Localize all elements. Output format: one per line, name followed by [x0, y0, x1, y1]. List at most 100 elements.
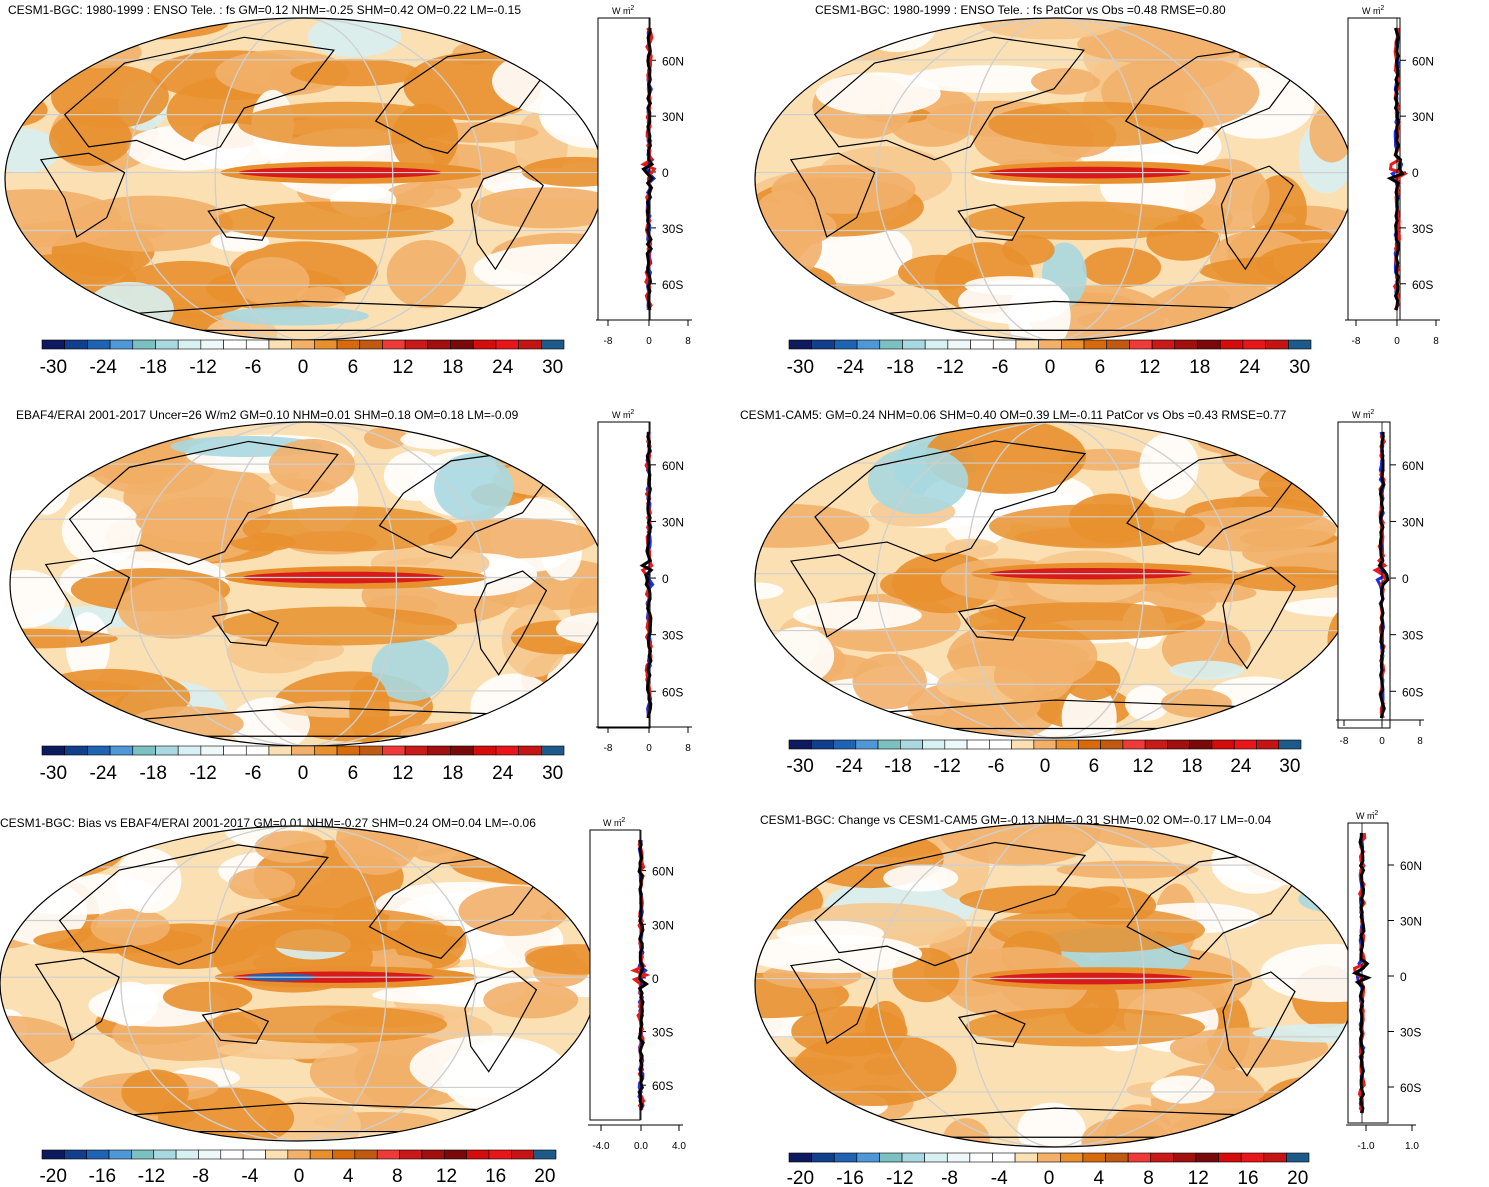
- colorbar-swatch: [495, 745, 519, 756]
- map-blob: [1031, 68, 1101, 95]
- map-blob: [537, 830, 582, 868]
- colorbar-tick-label: -6: [988, 756, 1005, 777]
- colorbar-swatch: [41, 745, 65, 756]
- colorbar-swatch: [472, 339, 497, 350]
- profile-x-tick-label: 8: [1417, 736, 1423, 747]
- map-blob: [206, 316, 278, 340]
- map-blob: [816, 72, 941, 115]
- continent-outline: [790, 958, 876, 1045]
- colorbar-swatch: [495, 339, 519, 350]
- panel-title: CESM1-CAM5: GM=0.24 NHM=0.06 SHM=0.40 OM…: [740, 408, 1287, 422]
- colorbar-swatch: [1240, 1152, 1265, 1163]
- colorbar-tick-label: -18: [886, 357, 913, 378]
- colorbar-swatch: [1060, 1152, 1084, 1163]
- colorbar-swatch: [879, 339, 903, 350]
- map-blob: [760, 18, 818, 75]
- map-meridian: [130, 422, 486, 746]
- colorbar-swatch: [245, 339, 270, 350]
- map-blob: [755, 686, 790, 717]
- map-meridian: [876, 823, 1234, 1147]
- map-field: [0, 826, 596, 1141]
- colorbar-swatch: [518, 339, 542, 350]
- map-blob: [755, 44, 800, 99]
- panel-title: EBAF4/ERAI 2001-2017 Uncer=26 W/m2 GM=0.…: [16, 408, 519, 422]
- zonal-profile: W m-2 60N 30N 0 30S 60S -8 0 8: [596, 409, 692, 754]
- colorbar-swatch: [924, 339, 949, 350]
- colorbar-tick-label: -4: [241, 1166, 258, 1187]
- profile-x-tick-label: 8: [685, 743, 691, 754]
- map-blob: [763, 265, 837, 307]
- colorbar-tick-label: 4: [1093, 1168, 1104, 1187]
- map-panel-6: -20 -16 -12 -8 -4 0 4 8 12 16 20 W m-2 60N 30N 0 30S 60S…: [754, 810, 1422, 1187]
- colorbar-swatch: [811, 1152, 835, 1163]
- colorbar-tick-label: -6: [245, 763, 262, 784]
- map-blob: [215, 49, 349, 96]
- colorbar-tick-label: 20: [1287, 1168, 1308, 1187]
- map-blob: [776, 422, 874, 459]
- colorbar-tick-label: -8: [192, 1166, 209, 1187]
- profile-y-tick-label: 0: [662, 166, 669, 180]
- profile-y-tick-label: 30N: [1400, 915, 1422, 929]
- map-blob: [792, 1032, 957, 1107]
- map-panel-2: -30 -24 -18 -12 -6 0 6 12 18 24 30 W m-2 60N 30N 0 30S 6…: [754, 5, 1440, 378]
- profile-units-sup: -2: [628, 409, 634, 416]
- colorbar-swatch: [1078, 739, 1101, 750]
- map-blob: [755, 1077, 821, 1142]
- profile-x-tick-label: -8: [1340, 736, 1349, 747]
- zonal-profile: W m-2 60N 30N 0 30S 60S -1.0 1.0: [1346, 810, 1422, 1152]
- continent-outline: [470, 165, 544, 271]
- continent-outline: [68, 440, 339, 566]
- map-blob: [776, 18, 850, 33]
- map-blob: [121, 1069, 189, 1116]
- north-pacific-band: [988, 101, 1204, 147]
- map-blob: [1197, 427, 1348, 459]
- colorbar: -30 -24 -18 -12 -6 0 6 12 18 24 30: [786, 739, 1302, 777]
- colorbar-swatch: [155, 745, 179, 756]
- map-field: [755, 18, 1353, 340]
- profile-x-tick-label: -8: [604, 336, 613, 347]
- colorbar-swatch: [1286, 1152, 1310, 1163]
- continent-outline: [813, 36, 1086, 161]
- colorbar-tick-label: 12: [1188, 1168, 1209, 1187]
- map-field: [755, 823, 1355, 1147]
- colorbar-tick-label: 6: [348, 763, 359, 784]
- colorbar-swatch: [291, 339, 315, 350]
- map-blob: [496, 308, 603, 326]
- colorbar: -30 -24 -18 -12 -6 0 6 12 18 24 30: [40, 745, 565, 784]
- panel-title: CESM1-BGC: 1980-1999 : ENSO Tele. : fs P…: [815, 3, 1226, 17]
- profile-x-tick-label: -1.0: [1357, 1141, 1375, 1152]
- map-blob: [907, 65, 1071, 93]
- map-blob: [755, 209, 823, 282]
- colorbar-swatch: [332, 1149, 356, 1160]
- colorbar-swatch: [833, 739, 857, 750]
- colorbar-tick-label: 18: [1189, 357, 1210, 378]
- colorbar-swatch: [1278, 739, 1302, 750]
- colorbar-swatch: [450, 339, 474, 350]
- map-meridian: [965, 422, 1145, 738]
- colorbar-swatch: [443, 1149, 467, 1160]
- colorbar-swatch: [1122, 739, 1146, 750]
- map-blob: [386, 240, 466, 309]
- map-blob: [40, 305, 135, 340]
- map-blob: [22, 307, 106, 340]
- colorbar-swatch: [223, 745, 247, 756]
- profile-x-tick-label: 4.0: [672, 1141, 686, 1152]
- north-pacific-band: [989, 907, 1205, 953]
- profile-y-tick-label: 60S: [1412, 278, 1433, 292]
- profile-line: [1386, 27, 1405, 311]
- map-blob: [349, 675, 390, 745]
- map-blob: [525, 944, 596, 975]
- colorbar-tick-label: 30: [1289, 357, 1310, 378]
- colorbar-swatch: [900, 739, 923, 750]
- colorbar-swatch: [87, 745, 111, 756]
- colorbar-tick-label: 0: [298, 763, 309, 784]
- colorbar-swatch: [518, 745, 542, 756]
- profile-y-tick-label: 60S: [662, 685, 683, 699]
- profile-y-tick-label: 60N: [1400, 859, 1422, 873]
- continent-outline: [1126, 854, 1296, 960]
- profile-y-tick-label: 30N: [1412, 110, 1434, 124]
- profile-y-tick-label: 60S: [652, 1079, 673, 1093]
- colorbar-swatch: [856, 339, 881, 350]
- colorbar-tick-label: -8: [941, 1168, 958, 1187]
- colorbar-swatch: [1218, 1152, 1242, 1163]
